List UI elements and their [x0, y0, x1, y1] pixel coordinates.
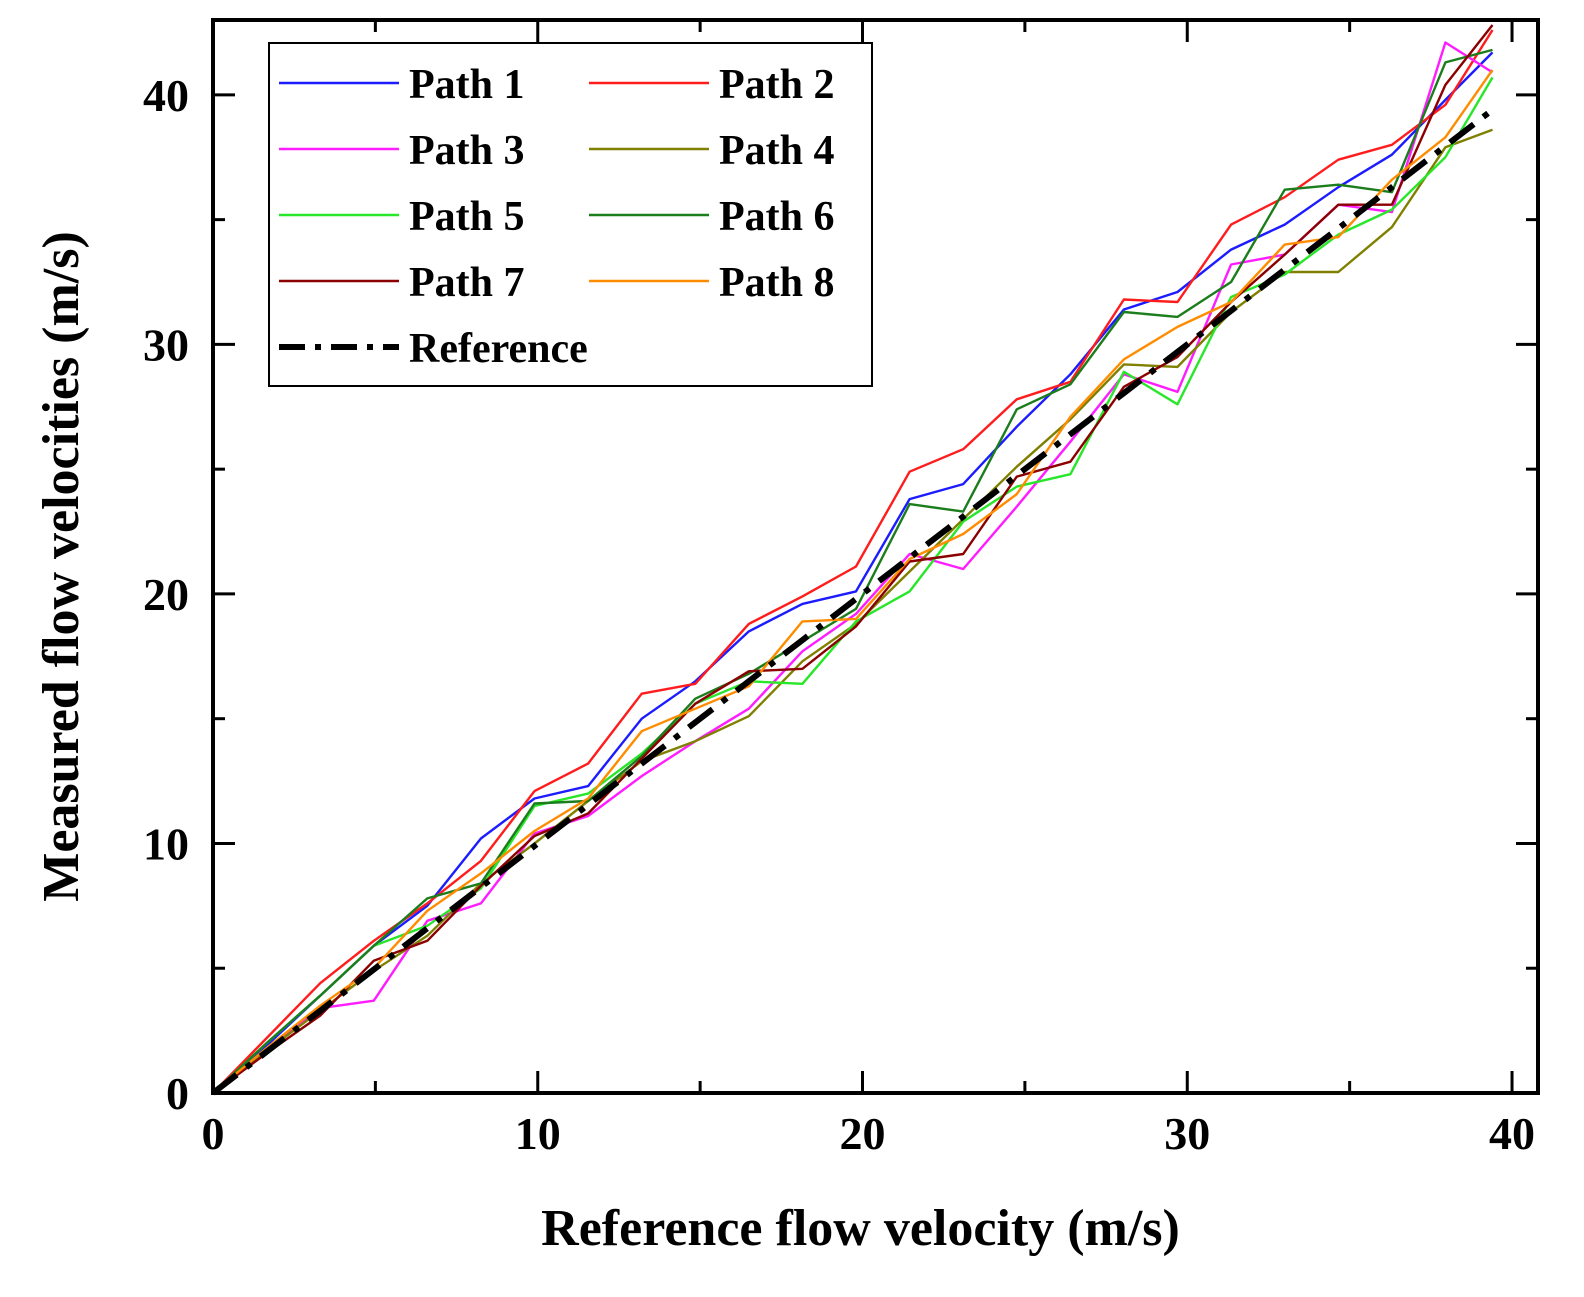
legend-label: Path 1 [409, 62, 525, 108]
series-line-path-1 [212, 51, 1494, 1094]
legend-label: Path 3 [409, 128, 525, 174]
legend-label: Path 4 [719, 128, 835, 174]
series-line-path-5 [212, 76, 1494, 1094]
legend-label: Path 8 [719, 260, 835, 306]
y-tick-label: 40 [143, 70, 189, 121]
legend-label: Path 2 [719, 62, 835, 108]
x-tick-label: 10 [515, 1108, 561, 1159]
plot-frame [211, 18, 1540, 1095]
series-line-path-8 [212, 69, 1494, 1094]
y-tick-label: 10 [143, 818, 189, 869]
legend-label: Reference [409, 326, 588, 372]
x-axis-title: Reference flow velocity (m/s) [541, 1200, 1180, 1257]
series-line-path-2 [212, 29, 1494, 1094]
x-tick-label: 30 [1164, 1108, 1210, 1159]
legend-label: Path 7 [409, 260, 525, 306]
y-tick-label: 30 [143, 319, 189, 370]
x-tick-label: 0 [202, 1108, 225, 1159]
y-tick-label: 0 [166, 1068, 189, 1119]
x-tick-label: 20 [840, 1108, 886, 1159]
y-tick-label: 20 [143, 569, 189, 620]
legend-label: Path 6 [719, 194, 835, 240]
axis-ticks: 0 10 20 30 40 0 10 20 30 40 [143, 20, 1538, 1159]
legend: Path 1 Path 2 Path 3 Path 4 Path 5 Path 6 Path… [268, 42, 873, 387]
series-line-path-7 [212, 24, 1494, 1094]
legend-label: Path 5 [409, 194, 525, 240]
series-line-path-4 [212, 128, 1493, 1094]
y-axis-title: Measured flow velocities (m/s) [33, 231, 90, 902]
x-tick-label: 40 [1489, 1108, 1535, 1159]
series-line-path-6 [212, 48, 1493, 1094]
series-group [211, 24, 1495, 1096]
